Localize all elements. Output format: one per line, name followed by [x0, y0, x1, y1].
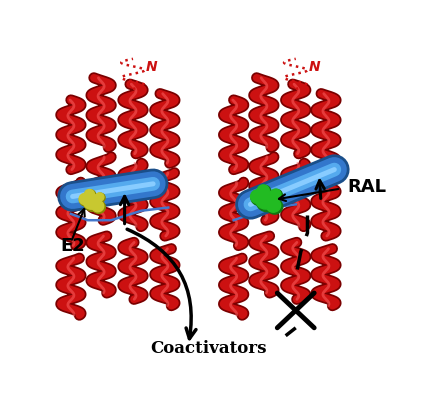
Circle shape	[258, 185, 271, 198]
Circle shape	[251, 190, 267, 206]
Text: N: N	[145, 60, 157, 74]
Text: E2: E2	[61, 237, 86, 254]
Circle shape	[92, 201, 104, 212]
Text: RAL: RAL	[348, 178, 387, 196]
Circle shape	[83, 194, 100, 209]
Text: N: N	[308, 60, 320, 74]
Circle shape	[256, 191, 278, 212]
Text: Coactivators: Coactivators	[150, 340, 267, 357]
Circle shape	[85, 190, 96, 200]
Circle shape	[84, 194, 102, 211]
Circle shape	[257, 185, 269, 196]
Circle shape	[95, 193, 105, 202]
Circle shape	[266, 199, 281, 212]
Circle shape	[266, 199, 283, 214]
Circle shape	[271, 189, 282, 201]
Circle shape	[270, 189, 281, 199]
Circle shape	[79, 194, 93, 206]
Circle shape	[95, 193, 104, 201]
Circle shape	[251, 190, 265, 203]
Circle shape	[84, 189, 94, 199]
Circle shape	[92, 201, 105, 213]
Circle shape	[79, 194, 91, 205]
Circle shape	[255, 190, 275, 209]
